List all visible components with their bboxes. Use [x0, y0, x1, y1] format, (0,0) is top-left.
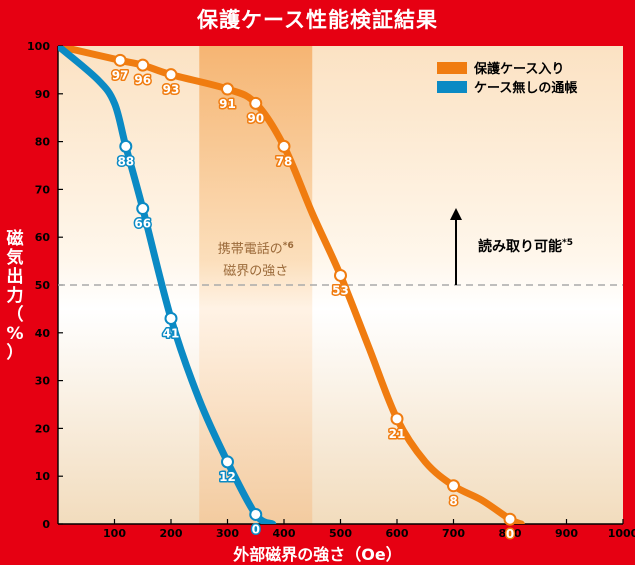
- data-point: [249, 507, 263, 521]
- x-tick-label: 200: [160, 527, 183, 540]
- data-label: 21: [389, 427, 406, 441]
- band-label-line1: 携帯電話の*6: [218, 241, 294, 257]
- series-line-0: [58, 46, 525, 524]
- x-tick-label: 800: [499, 527, 522, 540]
- data-point: [136, 58, 150, 72]
- data-label: 97: [112, 68, 129, 82]
- series-line-1: [58, 46, 277, 524]
- y-tick-label: 100: [27, 40, 50, 53]
- annotations: 携帯電話の*6 磁界の強さ 読み取り可能*5: [218, 208, 573, 285]
- y-tick-label: 80: [35, 136, 51, 149]
- data-point: [390, 412, 404, 426]
- data-point: [447, 479, 460, 493]
- legend-swatch: [437, 81, 467, 93]
- data-label: 41: [163, 326, 180, 340]
- data-point: [221, 455, 234, 469]
- data-label: 96: [134, 73, 151, 87]
- data-label: 78: [276, 154, 293, 168]
- data-point: [164, 68, 178, 82]
- legend-label: 保護ケース入り: [473, 61, 564, 77]
- y-tick-label: 90: [35, 88, 51, 101]
- series-layer: 97 96 93 91 90 78 53 21 8 0 88 66 41 12 0: [58, 46, 525, 543]
- y-axis-ticks: 0 10 20 30 40 50 60 70 80 90 100: [27, 40, 63, 531]
- x-tick-label: 100: [103, 527, 126, 540]
- data-point: [221, 82, 234, 96]
- x-tick-label: 300: [216, 527, 239, 540]
- data-label: 53: [332, 283, 349, 297]
- data-point: [136, 202, 150, 216]
- x-tick-label: 500: [329, 527, 352, 540]
- x-axis-label: 外部磁界の強さ（Oe）: [233, 545, 402, 564]
- arrow-up-icon: [450, 208, 462, 220]
- band-label-line2: 磁界の強さ: [223, 264, 288, 279]
- data-label: 0: [506, 527, 514, 541]
- data-label: 8: [449, 494, 457, 508]
- y-tick-label: 70: [35, 183, 51, 196]
- data-point: [119, 139, 133, 153]
- chart-title: 保護ケース性能検証結果: [197, 8, 438, 32]
- data-point: [113, 53, 127, 67]
- data-label: 93: [163, 83, 180, 97]
- data-label: 12: [219, 470, 236, 484]
- y-tick-label: 40: [35, 327, 51, 340]
- data-point: [164, 311, 178, 325]
- legend-swatch: [437, 62, 467, 74]
- legend-label: ケース無しの通帳: [474, 80, 577, 96]
- data-point: [249, 96, 263, 110]
- data-label: 90: [247, 111, 264, 125]
- threshold-label: 読み取り可能*5: [478, 238, 573, 255]
- y-tick-label: 0: [42, 518, 50, 531]
- data-point: [277, 139, 291, 153]
- y-tick-label: 60: [35, 231, 51, 244]
- y-tick-label: 20: [35, 422, 51, 435]
- data-point: [503, 512, 517, 526]
- y-tick-label: 30: [35, 375, 51, 388]
- data-label: 88: [117, 154, 134, 168]
- data-label: 0: [252, 522, 260, 536]
- y-tick-label: 50: [35, 279, 51, 292]
- x-tick-label: 1000: [608, 527, 635, 540]
- x-tick-label: 600: [386, 527, 409, 540]
- data-label: 91: [219, 97, 236, 111]
- x-tick-label: 900: [555, 527, 578, 540]
- data-point: [334, 268, 347, 282]
- x-tick-label: 400: [273, 527, 296, 540]
- y-tick-label: 10: [35, 470, 51, 483]
- data-label: 66: [134, 217, 151, 231]
- x-tick-label: 700: [442, 527, 465, 540]
- y-axis-label: 磁気出力（%）: [6, 229, 24, 363]
